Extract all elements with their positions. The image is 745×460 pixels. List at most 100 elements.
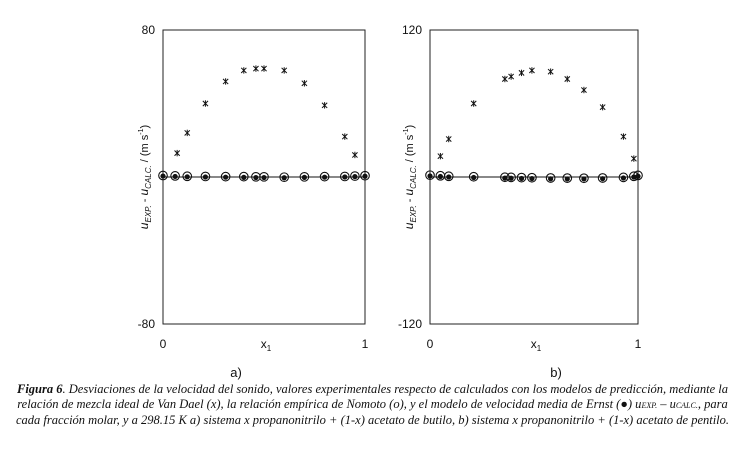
data-point-x — [508, 73, 515, 80]
series-x — [174, 65, 358, 159]
data-point-circle — [170, 171, 180, 181]
data-point-x — [301, 80, 308, 87]
chart-panel-2: 120 -120 0 1 x1 uEXP. - uCALC. / (m s-1) b) — [398, 23, 643, 380]
series-o — [158, 170, 370, 183]
caption-sub-calc: CALC. — [675, 401, 698, 410]
data-point-circle — [319, 171, 330, 182]
series-x — [437, 67, 637, 162]
data-point-x — [351, 151, 358, 159]
data-point-filled — [564, 176, 570, 182]
data-point-x — [564, 75, 571, 83]
data-point-x — [580, 86, 587, 94]
data-point-x — [528, 67, 535, 74]
x-tick-label: 1 — [362, 337, 369, 351]
caption-text: . Desviaciones de la velocidad del sonid… — [17, 382, 728, 411]
y-tick-label: -80 — [138, 317, 156, 331]
data-point-x — [184, 129, 191, 137]
data-point-filled — [529, 175, 535, 182]
chart-panel-1: 80 -80 0 1 x1 uEXP. - uCALC. / (m s-1) a) — [137, 23, 370, 380]
series-o — [425, 170, 643, 184]
data-point-x — [518, 69, 525, 77]
data-point-x — [599, 103, 606, 111]
data-point-circle — [545, 173, 556, 183]
data-point-circle — [579, 173, 589, 184]
data-point-x — [321, 102, 328, 109]
data-point-filled — [518, 175, 525, 182]
data-point-filled — [437, 173, 443, 180]
x-axis-label: x1 — [531, 337, 542, 353]
figure-canvas: 80 -80 0 1 x1 uEXP. - uCALC. / (m s-1) a) 120 -1… — [137, 23, 643, 380]
data-point-x — [252, 65, 259, 72]
data-point-filled — [427, 173, 433, 179]
panel-label: a) — [230, 365, 242, 380]
data-point-x — [174, 149, 181, 157]
data-point-circle — [238, 171, 249, 182]
data-point-filled — [261, 174, 267, 181]
data-point-filled — [241, 174, 247, 180]
y-tick-label: -120 — [398, 317, 422, 331]
data-point-filled — [352, 174, 358, 180]
data-point-filled — [281, 175, 287, 181]
caption-mid: – u — [657, 397, 676, 411]
series-filled-circle — [427, 173, 641, 182]
data-point-filled — [202, 174, 209, 180]
caption-label: Figura 6 — [17, 382, 63, 396]
data-point-x — [630, 155, 637, 162]
data-point-circle — [516, 172, 527, 183]
data-point-x — [281, 67, 288, 74]
data-point-filled — [620, 175, 627, 181]
data-point-circle — [299, 171, 310, 182]
data-point-filled — [160, 173, 166, 179]
x-tick-label: 0 — [160, 337, 167, 351]
data-point-circle — [618, 172, 629, 183]
data-point-filled — [446, 174, 452, 180]
data-point-filled — [223, 174, 229, 180]
data-point-filled — [471, 174, 477, 181]
figure-caption: Figura 6. Desviaciones de la velocidad d… — [8, 382, 737, 428]
data-point-filled — [362, 173, 368, 179]
data-point-filled — [172, 173, 178, 180]
data-point-circle — [350, 171, 360, 181]
y-axis-label: uEXP. - uCALC. / (m s-1) — [402, 125, 418, 229]
data-point-filled — [322, 174, 328, 180]
data-point-x — [202, 100, 209, 107]
data-point-x — [261, 65, 267, 72]
y-tick-label: 80 — [142, 23, 156, 37]
data-point-filled — [631, 174, 637, 180]
data-point-x — [341, 133, 348, 140]
data-point-circle — [527, 172, 537, 183]
x-axis-label: x1 — [261, 337, 272, 353]
panel-label: b) — [550, 365, 562, 380]
data-point-circle — [220, 171, 231, 182]
x-tick-label: 1 — [635, 337, 642, 351]
data-point-filled — [508, 175, 514, 181]
data-point-circle — [200, 171, 211, 182]
data-point-circle — [339, 171, 350, 182]
data-point-filled — [253, 174, 259, 181]
y-tick-label: 120 — [402, 23, 422, 37]
data-point-circle — [279, 172, 290, 183]
caption-text-2: , para cada fracción molar, y a 298.15 K… — [15, 397, 730, 427]
data-point-circle — [468, 171, 479, 182]
data-point-x — [240, 67, 247, 74]
data-point-filled — [635, 173, 641, 179]
caption-sub-exp: EXP. — [641, 401, 658, 410]
x-tick-label: 0 — [427, 337, 434, 351]
data-point-circle — [360, 170, 370, 181]
data-point-x — [470, 100, 477, 107]
data-point-circle — [158, 170, 168, 181]
data-point-x — [222, 78, 229, 85]
data-point-x — [620, 133, 627, 140]
data-point-circle — [443, 171, 454, 182]
data-point-x — [501, 75, 508, 83]
data-point-circle — [562, 173, 573, 183]
data-point-circle — [182, 171, 193, 182]
data-point-filled — [342, 174, 348, 180]
data-point-circle — [259, 171, 269, 182]
data-point-circle — [597, 173, 608, 183]
data-point-x — [547, 68, 554, 75]
data-point-filled — [502, 175, 508, 181]
y-axis-label: uEXP. - uCALC. / (m s-1) — [137, 125, 153, 229]
data-point-filled — [600, 176, 606, 182]
data-point-filled — [301, 174, 307, 180]
